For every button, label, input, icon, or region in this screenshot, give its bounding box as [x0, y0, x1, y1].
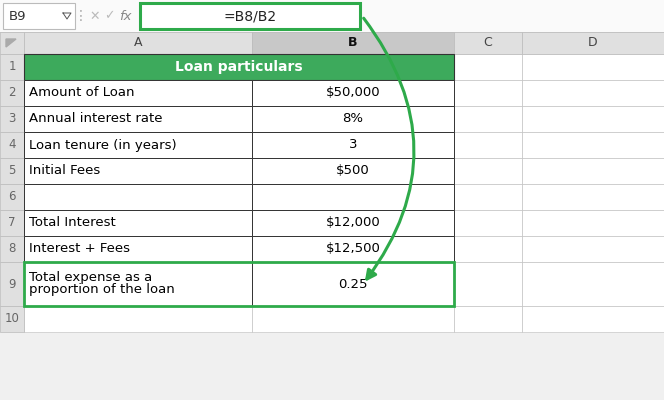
Bar	[522, 106, 664, 132]
Bar	[522, 54, 664, 80]
Bar	[0, 158, 24, 184]
Bar	[0, 262, 24, 306]
Bar	[252, 210, 454, 236]
Text: ✕: ✕	[90, 10, 100, 22]
Bar	[454, 106, 522, 132]
Text: =B8/B2: =B8/B2	[224, 9, 277, 23]
Text: 1: 1	[8, 60, 16, 74]
Bar	[24, 158, 252, 184]
Text: A: A	[133, 36, 142, 50]
Text: Initial Fees: Initial Fees	[29, 164, 100, 178]
Text: B9: B9	[9, 10, 27, 22]
Text: $50,000: $50,000	[325, 86, 380, 100]
Bar	[140, 3, 360, 29]
Text: 7: 7	[8, 216, 16, 230]
Bar	[252, 132, 454, 158]
Bar	[0, 236, 24, 262]
Text: Amount of Loan: Amount of Loan	[29, 86, 135, 100]
Bar	[24, 236, 252, 262]
Bar	[454, 210, 522, 236]
Text: ✓: ✓	[104, 10, 114, 22]
Bar	[522, 184, 664, 210]
Bar	[454, 262, 522, 306]
Bar	[454, 80, 522, 106]
Bar	[522, 306, 664, 332]
Bar	[24, 210, 252, 236]
Text: 8%: 8%	[343, 112, 363, 126]
Bar	[454, 236, 522, 262]
Text: 3: 3	[9, 112, 16, 126]
Bar	[24, 54, 454, 80]
Text: 0.25: 0.25	[338, 278, 368, 290]
Bar	[522, 132, 664, 158]
Text: Interest + Fees: Interest + Fees	[29, 242, 130, 256]
Text: 8: 8	[9, 242, 16, 256]
Text: 10: 10	[5, 312, 19, 326]
Bar	[252, 106, 454, 132]
Bar	[454, 54, 522, 80]
Text: $12,500: $12,500	[325, 242, 380, 256]
Bar	[24, 132, 252, 158]
Bar	[3, 3, 75, 29]
Bar	[252, 184, 454, 210]
Bar	[24, 32, 252, 54]
Bar	[24, 306, 252, 332]
Bar	[454, 132, 522, 158]
Bar	[0, 306, 24, 332]
Text: 6: 6	[8, 190, 16, 204]
Text: proportion of the loan: proportion of the loan	[29, 284, 175, 296]
Bar	[0, 54, 24, 80]
Bar	[252, 158, 454, 184]
Text: Annual interest rate: Annual interest rate	[29, 112, 163, 126]
Bar	[24, 184, 252, 210]
Text: Loan particulars: Loan particulars	[175, 60, 303, 74]
Bar	[0, 32, 24, 54]
Text: D: D	[588, 36, 598, 50]
Bar	[24, 80, 252, 106]
Bar	[0, 80, 24, 106]
Bar	[522, 236, 664, 262]
Bar	[454, 158, 522, 184]
Bar	[454, 32, 522, 54]
Text: B: B	[348, 36, 358, 50]
Text: Total expense as a: Total expense as a	[29, 272, 152, 284]
Text: ⋮: ⋮	[74, 9, 88, 23]
Text: $12,000: $12,000	[325, 216, 380, 230]
Bar	[24, 262, 454, 306]
Bar	[252, 80, 454, 106]
Text: 3: 3	[349, 138, 357, 152]
Text: 5: 5	[9, 164, 16, 178]
Bar	[522, 80, 664, 106]
Text: Loan tenure (in years): Loan tenure (in years)	[29, 138, 177, 152]
Bar	[0, 210, 24, 236]
Bar	[0, 184, 24, 210]
Bar	[252, 306, 454, 332]
Bar	[0, 132, 24, 158]
Bar	[252, 32, 454, 54]
Bar	[454, 184, 522, 210]
Text: 4: 4	[8, 138, 16, 152]
Bar	[0, 0, 664, 32]
Text: C: C	[483, 36, 493, 50]
Bar	[522, 158, 664, 184]
Bar	[522, 210, 664, 236]
Text: 2: 2	[8, 86, 16, 100]
Bar	[454, 306, 522, 332]
Text: fx: fx	[119, 10, 131, 22]
Polygon shape	[6, 39, 16, 47]
Bar	[522, 32, 664, 54]
Bar	[522, 262, 664, 306]
Bar	[0, 106, 24, 132]
Text: 9: 9	[8, 278, 16, 290]
Bar	[24, 106, 252, 132]
Text: Total Interest: Total Interest	[29, 216, 116, 230]
Bar	[24, 262, 252, 306]
Text: $500: $500	[336, 164, 370, 178]
Bar	[140, 3, 360, 29]
Bar	[252, 236, 454, 262]
Bar	[252, 262, 454, 306]
